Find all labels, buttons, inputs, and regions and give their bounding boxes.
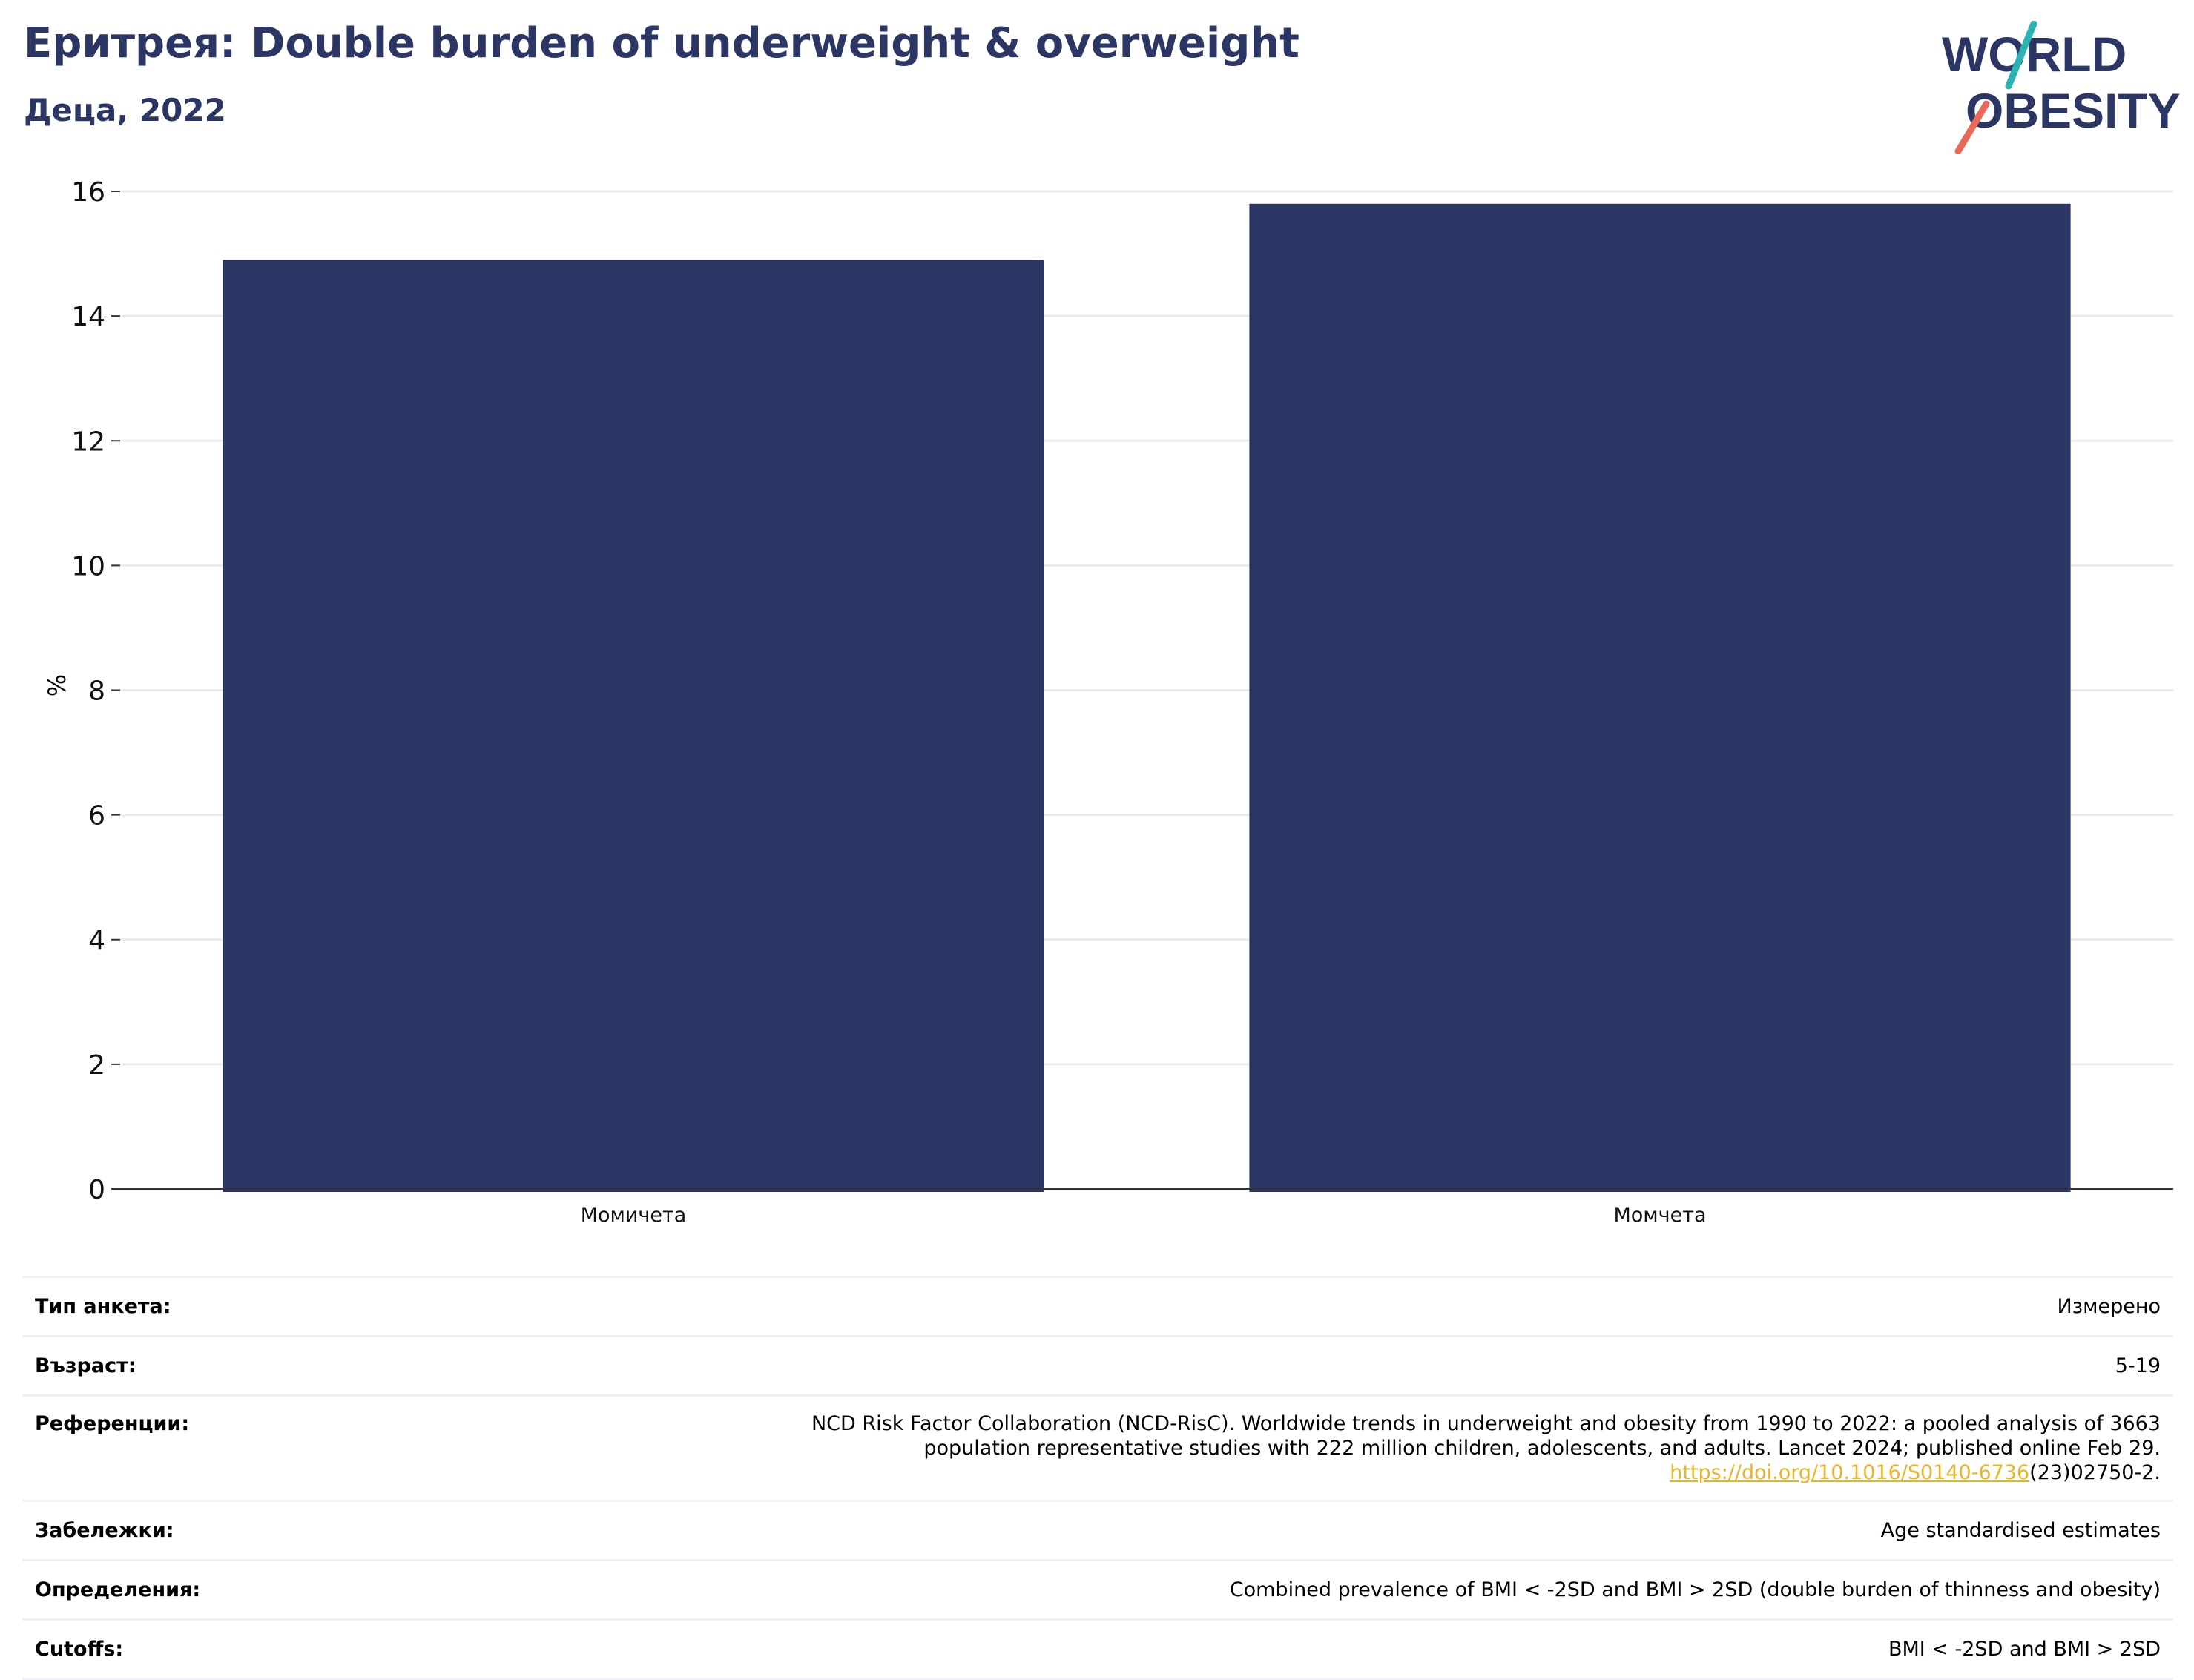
y-axis-title: % [43, 673, 72, 697]
bar-chart: 0 2 4 6 8 10 12 14 16 Момичета Момчета [71, 177, 2173, 1227]
metadata-row-definitions: Определения: Combined prevalence of BMI … [22, 1559, 2173, 1620]
logo-slash-coral [1954, 100, 1990, 154]
doi-link[interactable]: https://doi.org/10.1016/S0140-6736 [1670, 1461, 2030, 1484]
references-value: NCD Risk Factor Collaboration (NCD-RisC)… [567, 1394, 2173, 1501]
chart-subtitle: Деца, 2022 [24, 92, 226, 128]
age-label: Възраст: [22, 1335, 567, 1396]
y-tick-label: 8 [88, 676, 105, 707]
metadata-row-references: Референции: NCD Risk Factor Collaboratio… [22, 1394, 2173, 1501]
metadata-row-age: Възраст: 5-19 [22, 1335, 2173, 1396]
logo-slash-teal [2005, 21, 2037, 90]
references-label: Референции: [22, 1394, 567, 1501]
cutoffs-value: BMI < -2SD and BMI > 2SD [567, 1618, 2173, 1680]
logo-text-world: WORLD [1942, 27, 2127, 82]
references-line-3: https://doi.org/10.1016/S0140-6736(23)02… [579, 1460, 2161, 1485]
survey-type-label: Тип анкета: [22, 1276, 567, 1337]
y-tick-label: 4 [88, 926, 105, 956]
y-tick-labels: 0 2 4 6 8 10 12 14 16 [71, 177, 105, 1205]
world-obesity-logo: WORLD OBESITY [1942, 21, 2181, 154]
metadata-row-cutoffs: Cutoffs: BMI < -2SD and BMI > 2SD [22, 1618, 2173, 1680]
doi-suffix: (23)02750-2. [2029, 1461, 2161, 1484]
x-tick-labels: Момичета Момчета [581, 1204, 1707, 1227]
y-tick-label: 12 [71, 426, 105, 457]
metadata-table: Тип анкета: Измерено Възраст: 5-19 Рефер… [22, 1276, 2173, 1680]
metadata-row-notes: Забележки: Age standardised estimates [22, 1500, 2173, 1561]
survey-type-value: Измерено [567, 1276, 2173, 1337]
x-tick-label: Момичета [581, 1204, 687, 1227]
y-tick-label: 0 [88, 1175, 105, 1205]
notes-value: Age standardised estimates [567, 1500, 2173, 1561]
notes-label: Забележки: [22, 1500, 567, 1561]
x-tick-label: Момчета [1613, 1204, 1706, 1227]
y-tick-label: 14 [71, 302, 105, 332]
cutoffs-label: Cutoffs: [22, 1618, 567, 1680]
y-tick-label: 6 [88, 801, 105, 831]
definitions-label: Определения: [22, 1559, 567, 1620]
bars [223, 203, 2071, 1192]
logo-text-obesity: OBESITY [1966, 83, 2181, 138]
age-value: 5-19 [567, 1335, 2173, 1396]
y-tick-label: 2 [88, 1050, 105, 1081]
bar-2 [1249, 203, 2071, 1192]
references-line-2: population representative studies with 2… [923, 1437, 2161, 1460]
bar-1 [223, 260, 1044, 1192]
references-line-1: NCD Risk Factor Collaboration (NCD-RisC)… [811, 1412, 2161, 1435]
metadata-row-survey-type: Тип анкета: Измерено [22, 1276, 2173, 1337]
definitions-value: Combined prevalence of BMI < -2SD and BM… [567, 1559, 2173, 1620]
chart-title: Еритрея: Double burden of underweight & … [24, 19, 1299, 67]
y-tick-label: 10 [71, 551, 105, 582]
y-tick-label: 16 [71, 177, 105, 208]
